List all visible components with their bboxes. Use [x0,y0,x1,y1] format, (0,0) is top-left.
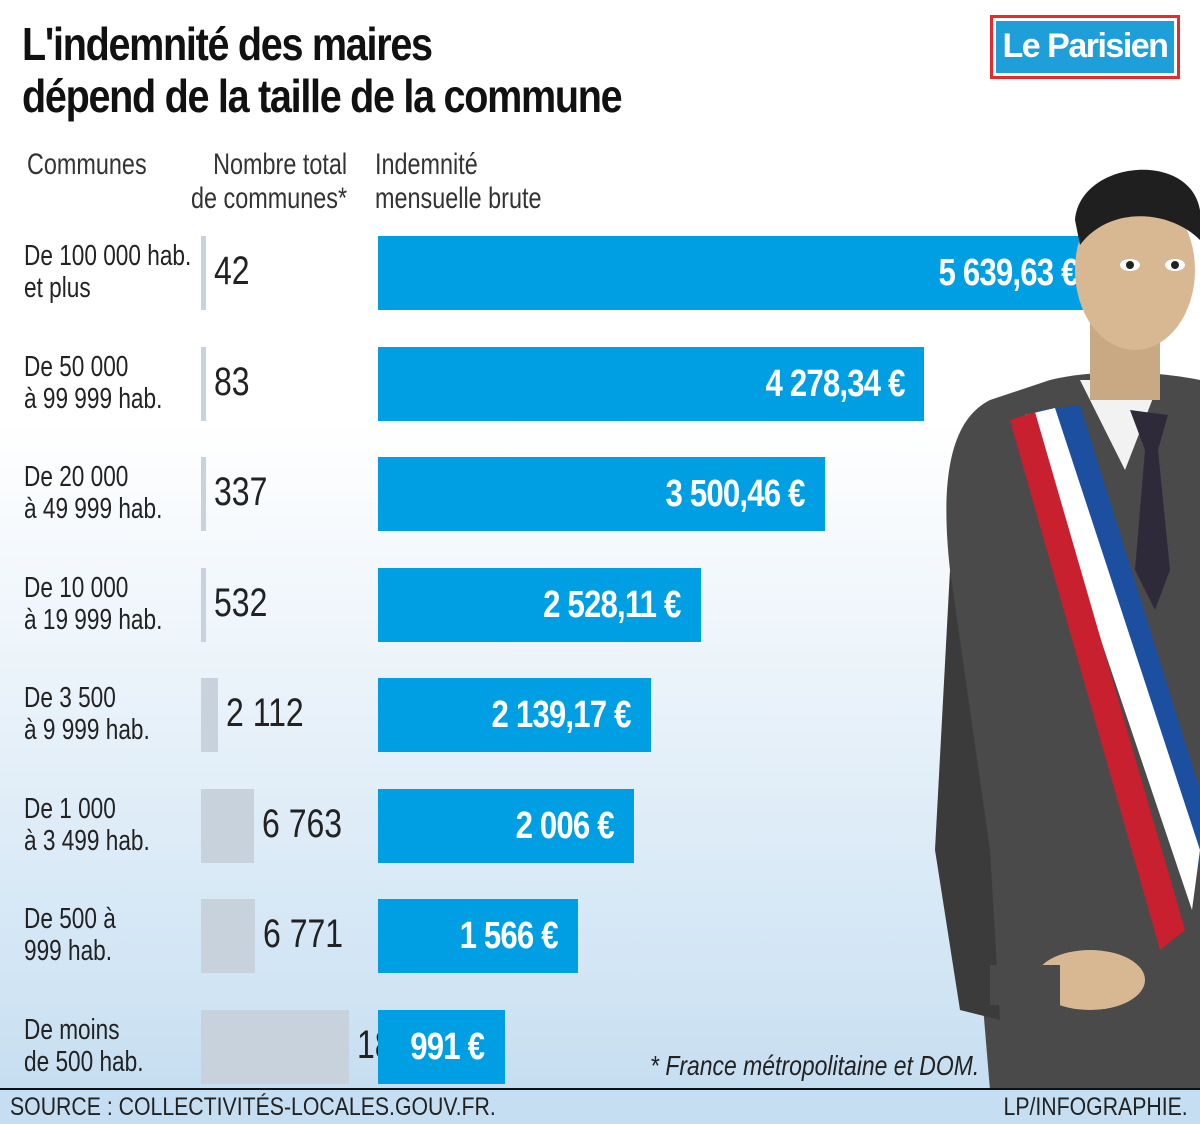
category-label-line: à 19 999 hab. [24,604,163,636]
communes-count-bar [201,236,206,310]
communes-count-bar [201,347,206,421]
title-line-2: dépend de la taille de la commune [22,70,623,122]
category-label-line: à 3 499 hab. [24,825,150,857]
indemnite-bar: 5 639,63 € [378,236,1098,310]
communes-count-label: 42 [214,249,250,293]
category-label: De 50 000 à 99 999 hab. [24,351,162,415]
category-label-line: à 9 999 hab. [24,714,150,746]
communes-count-bar [201,789,255,863]
category-label: De 20 000 à 49 999 hab. [24,461,162,525]
indemnite-bar: 4 278,34 € [378,347,925,421]
communes-count-bar [201,899,255,973]
category-label-line: De 50 000 [24,351,129,383]
category-label-line: De moins [24,1014,120,1046]
indemnite-bar: 2 139,17 € [378,678,652,752]
mayor-tie [1130,410,1170,610]
indemnite-value-label: 2 139,17 € [492,694,632,736]
communes-count-label: 337 [214,470,268,514]
communes-count-label: 2 112 [225,691,304,735]
source-credit: SOURCE : COLLECTIVITÉS-LOCALES.GOUV.FR. [10,1093,496,1121]
category-label-line: de 500 hab. [24,1046,144,1078]
communes-count-bar [201,1010,349,1084]
communes-count-bar [201,457,206,531]
category-label: De 500 à 999 hab. [24,903,116,967]
mayor-illustration [935,169,1200,1090]
header-indemnite: Indemnité mensuelle brute [375,148,542,216]
header-total-line2: de communes* [191,182,348,215]
logo-text: Le Parisien [1002,27,1169,65]
indemnite-value-label: 4 278,34 € [765,363,905,405]
header-total-line1: Nombre total [213,148,348,181]
communes-count-label: 6 763 [262,802,343,846]
header-indemnite-line2: mensuelle brute [375,182,542,215]
category-label: De moins de 500 hab. [24,1014,143,1078]
communes-count-bar [201,678,218,752]
indemnite-value-label: 2 006 € [515,805,615,847]
category-label-line: De 20 000 [24,461,129,493]
infographic-credit: LP/INFOGRAPHIE. [1003,1093,1188,1121]
title-line-1: L'indemnité des maires [22,18,433,70]
category-label: De 1 000 à 3 499 hab. [24,793,150,857]
communes-count-label: 83 [214,360,250,404]
category-label-line: à 99 999 hab. [24,383,163,415]
indemnite-bar: 2 528,11 € [378,568,701,642]
indemnite-value-label: 1 566 € [459,915,559,957]
category-label-line: De 500 à [24,903,116,935]
category-label-line: et plus [24,272,91,304]
indemnite-value-label: 991 € [410,1026,486,1068]
category-label-line: à 49 999 hab. [24,493,163,525]
indemnite-bar: 2 006 € [378,789,635,863]
category-label-line: 999 hab. [24,935,113,967]
category-label-line: De 100 000 hab. [24,240,192,272]
indemnite-value-label: 2 528,11 € [543,584,681,626]
header-total-communes: Nombre total de communes* [191,148,347,216]
header-communes: Communes [27,148,147,182]
indemnite-value-label: 3 500,46 € [665,473,806,515]
mayor-hands [1035,950,1145,1010]
category-label-line: De 1 000 [24,793,116,825]
chart-title: L'indemnité des maires dépend de la tail… [22,18,796,122]
communes-count-bar [201,568,206,642]
indemnite-bar: 3 500,46 € [378,457,825,531]
footnote: * France métropolitaine et DOM. [650,1050,980,1081]
communes-count-label: 532 [214,581,268,625]
header-indemnite-line1: Indemnité [375,148,478,181]
le-parisien-logo: Le Parisien [990,15,1180,79]
category-label: De 100 000 hab. et plus [24,240,191,304]
indemnite-bar: 991 € [378,1010,505,1084]
indemnite-value-label: 5 639,63 € [938,252,1079,294]
indemnite-bar: 1 566 € [378,899,578,973]
category-label-line: De 3 500 [24,682,116,714]
communes-count-label: 6 771 [262,912,343,956]
category-label-line: De 10 000 [24,572,129,604]
category-label: De 10 000 à 19 999 hab. [24,572,162,636]
category-label: De 3 500 à 9 999 hab. [24,682,150,746]
footer-divider [0,1088,1200,1090]
header-communes-label: Communes [27,148,147,181]
